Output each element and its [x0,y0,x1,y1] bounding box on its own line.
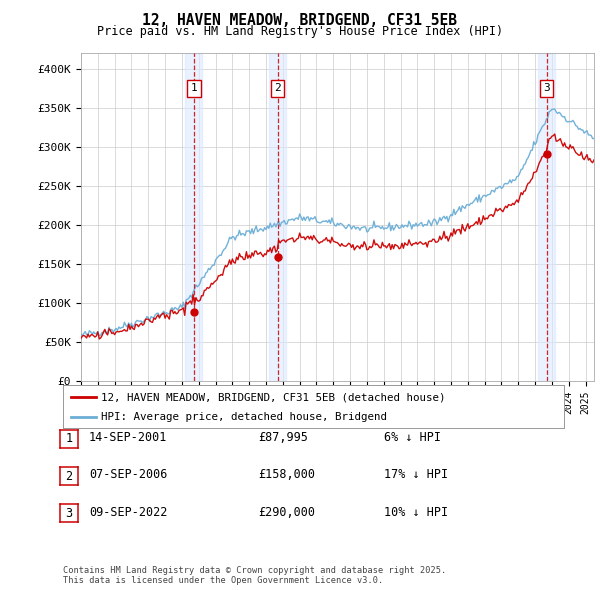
Text: Price paid vs. HM Land Registry's House Price Index (HPI): Price paid vs. HM Land Registry's House … [97,25,503,38]
Text: 12, HAVEN MEADOW, BRIDGEND, CF31 5EB (detached house): 12, HAVEN MEADOW, BRIDGEND, CF31 5EB (de… [101,392,445,402]
Bar [538,53,555,381]
Text: £290,000: £290,000 [258,506,315,519]
Text: 2: 2 [65,470,73,483]
Text: 6% ↓ HPI: 6% ↓ HPI [384,431,441,444]
Text: 10% ↓ HPI: 10% ↓ HPI [384,506,448,519]
Text: Contains HM Land Registry data © Crown copyright and database right 2025.
This d: Contains HM Land Registry data © Crown c… [63,566,446,585]
Text: 1: 1 [65,432,73,445]
Text: 3: 3 [544,83,550,93]
Text: 14-SEP-2001: 14-SEP-2001 [89,431,167,444]
Text: 12, HAVEN MEADOW, BRIDGEND, CF31 5EB: 12, HAVEN MEADOW, BRIDGEND, CF31 5EB [143,13,458,28]
Text: HPI: Average price, detached house, Bridgend: HPI: Average price, detached house, Brid… [101,412,386,422]
Text: 2: 2 [274,83,281,93]
Text: 1: 1 [190,83,197,93]
Text: £87,995: £87,995 [258,431,308,444]
Bar [269,53,286,381]
Bar [185,53,202,381]
Text: 09-SEP-2022: 09-SEP-2022 [89,506,167,519]
Text: 17% ↓ HPI: 17% ↓ HPI [384,468,448,481]
Text: 3: 3 [65,507,73,520]
Text: £158,000: £158,000 [258,468,315,481]
Text: 07-SEP-2006: 07-SEP-2006 [89,468,167,481]
